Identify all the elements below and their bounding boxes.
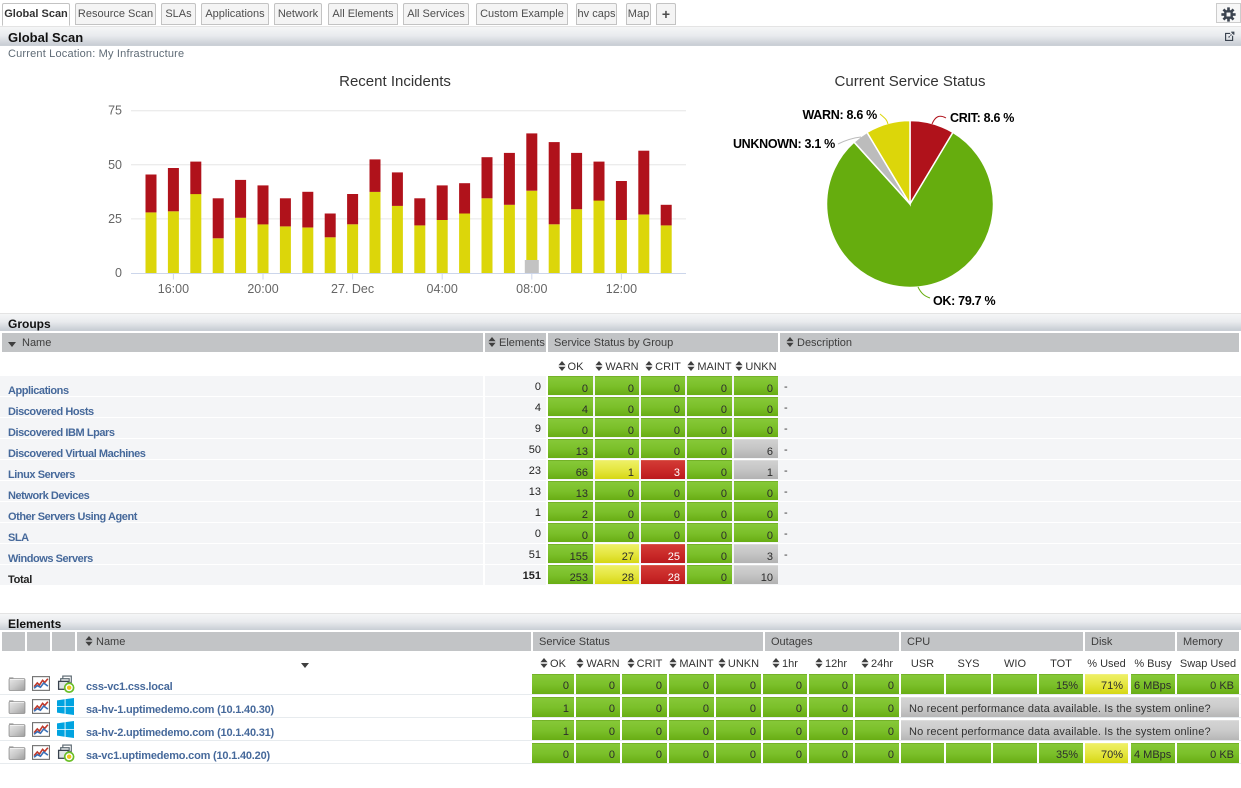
svg-text:OK: 79.7 %: OK: 79.7 % bbox=[933, 294, 995, 308]
svg-text:25: 25 bbox=[108, 212, 122, 226]
svg-text:04:00: 04:00 bbox=[427, 282, 458, 296]
svg-text:CRIT: 8.6 %: CRIT: 8.6 % bbox=[950, 111, 1014, 125]
svg-text:0: 0 bbox=[115, 266, 122, 280]
svg-text:50: 50 bbox=[108, 158, 122, 172]
svg-text:Recent Incidents: Recent Incidents bbox=[339, 73, 451, 90]
svg-text:12:00: 12:00 bbox=[606, 282, 637, 296]
svg-text:08:00: 08:00 bbox=[516, 282, 547, 296]
svg-text:Current Service Status: Current Service Status bbox=[835, 73, 986, 90]
svg-text:16:00: 16:00 bbox=[158, 282, 189, 296]
svg-text:27. Dec: 27. Dec bbox=[331, 282, 374, 296]
svg-text:20:00: 20:00 bbox=[247, 282, 278, 296]
svg-text:75: 75 bbox=[108, 104, 122, 118]
svg-text:UNKNOWN: 3.1 %: UNKNOWN: 3.1 % bbox=[733, 137, 835, 151]
svg-text:WARN: 8.6 %: WARN: 8.6 % bbox=[803, 108, 878, 122]
